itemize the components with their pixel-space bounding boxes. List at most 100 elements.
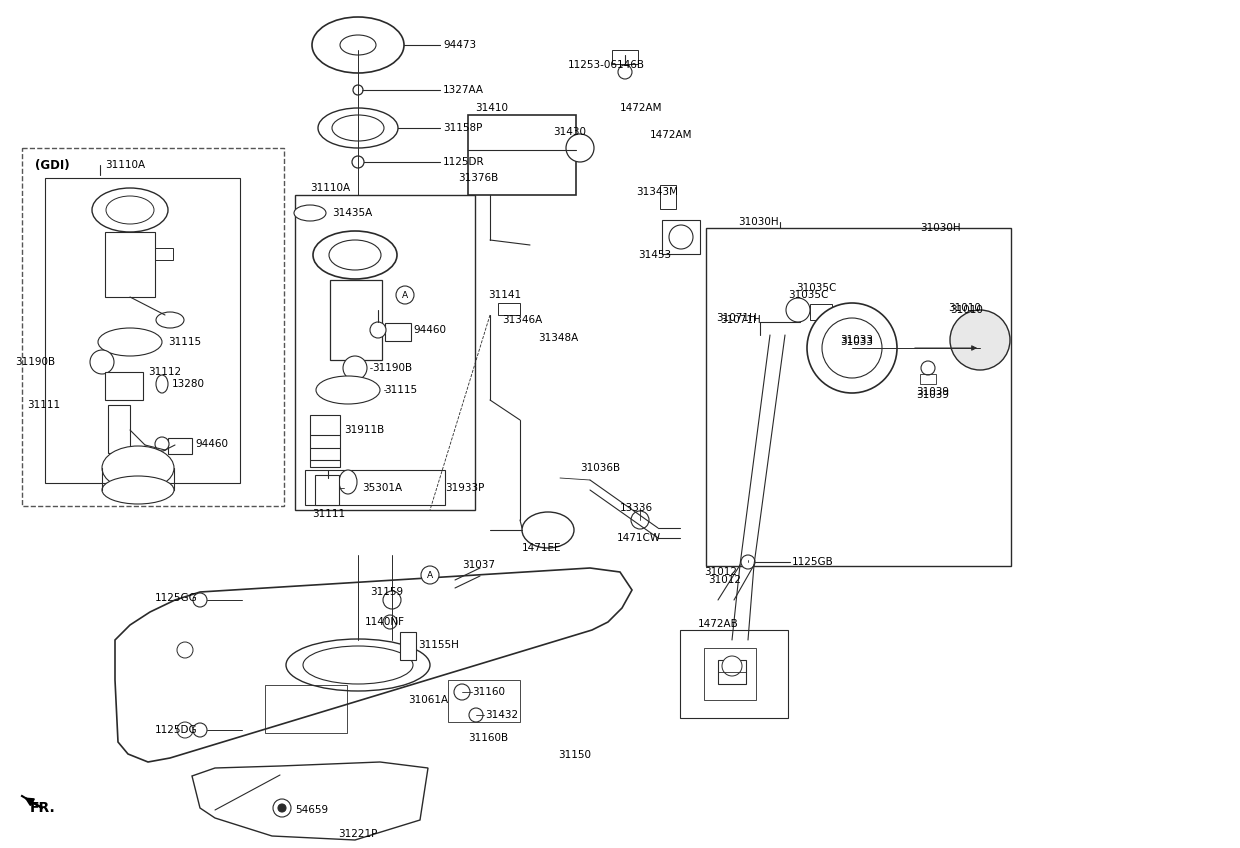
Text: 1125GG: 1125GG [155,593,197,603]
Bar [310,415,340,467]
Circle shape [807,303,897,393]
Text: 31933P: 31933P [445,483,485,493]
Text: 31430: 31430 [553,127,587,137]
Bar [810,304,832,320]
Ellipse shape [92,188,167,232]
Text: 31010: 31010 [950,305,983,315]
Circle shape [155,437,169,451]
Bar [718,660,746,684]
Ellipse shape [98,328,162,356]
Text: 31110A: 31110A [310,183,350,193]
Text: 31160B: 31160B [467,733,508,743]
Circle shape [352,156,365,168]
Text: 1471CW: 1471CW [618,533,661,543]
Text: 13336: 13336 [620,503,653,513]
Text: 1472AM: 1472AM [620,103,662,113]
Text: 31030H: 31030H [920,223,961,233]
Bar [498,303,520,315]
Text: 31012: 31012 [704,567,737,577]
Ellipse shape [312,17,404,73]
Circle shape [722,656,742,676]
Bar [45,178,241,483]
Circle shape [742,555,755,569]
Text: 31432: 31432 [485,710,518,720]
Bar [680,630,787,718]
Circle shape [565,134,594,162]
Bar [660,185,676,209]
Text: 31190B: 31190B [372,363,412,373]
Bar [295,195,475,510]
Ellipse shape [316,376,379,404]
Text: 31035C: 31035C [796,283,836,293]
Polygon shape [115,568,632,762]
Circle shape [273,799,291,817]
Text: 31435A: 31435A [332,208,372,218]
Text: 31159: 31159 [370,587,403,597]
Circle shape [454,684,470,700]
Bar [706,228,1011,566]
Text: 31155H: 31155H [418,640,459,650]
Text: 1125DG: 1125DG [155,725,197,735]
Text: 31343M: 31343M [636,187,678,197]
Text: 94473: 94473 [443,40,476,50]
Text: 13280: 13280 [172,379,205,389]
Circle shape [193,723,207,737]
Bar [167,438,192,454]
Text: 1472AB: 1472AB [698,619,739,629]
Text: 31115: 31115 [167,337,201,347]
Polygon shape [192,762,428,840]
Bar [920,374,936,384]
Bar [467,115,577,195]
Bar [105,372,143,400]
Bar [265,685,347,733]
Text: 31111: 31111 [312,509,345,519]
Text: 35301A: 35301A [362,483,402,493]
Circle shape [469,708,484,722]
Text: 31911B: 31911B [343,425,384,435]
Text: 1471EE: 1471EE [522,543,562,553]
Circle shape [618,65,632,79]
Text: 54659: 54659 [295,805,329,815]
Text: 31037: 31037 [463,560,495,570]
Text: 1125GB: 1125GB [792,557,833,567]
Text: 31033: 31033 [839,335,873,345]
Text: 31410: 31410 [475,103,508,113]
Text: 31190B: 31190B [15,357,55,367]
Text: 31110A: 31110A [105,160,145,170]
Text: 31376B: 31376B [458,173,498,183]
Text: 31453: 31453 [639,250,671,260]
Bar [155,248,174,260]
Circle shape [670,225,693,249]
Bar [613,50,639,64]
Bar [704,648,756,700]
Ellipse shape [317,108,398,148]
Circle shape [193,593,207,607]
Text: 1472AM: 1472AM [650,130,692,140]
Ellipse shape [102,476,174,504]
Circle shape [921,361,935,375]
Text: 31112: 31112 [148,367,181,377]
Bar [22,148,284,506]
Bar [401,632,415,660]
Ellipse shape [102,446,174,490]
Text: 94460: 94460 [413,325,446,335]
Text: 31141: 31141 [489,290,521,300]
Text: 31160: 31160 [472,687,505,697]
Circle shape [786,298,810,322]
Bar [305,470,445,505]
Circle shape [91,350,114,374]
Text: 31039: 31039 [916,390,949,400]
Ellipse shape [312,231,397,279]
Text: 31221P: 31221P [339,829,377,839]
Circle shape [353,85,363,95]
Text: 31033: 31033 [839,337,873,347]
Text: A: A [427,571,433,579]
Circle shape [422,566,439,584]
Circle shape [631,511,649,529]
Circle shape [950,310,1011,370]
Text: (GDI): (GDI) [35,159,69,171]
Text: 31348A: 31348A [538,333,578,343]
Text: 31061A: 31061A [408,695,448,705]
Text: 31071H: 31071H [715,313,756,323]
Bar [105,232,155,297]
